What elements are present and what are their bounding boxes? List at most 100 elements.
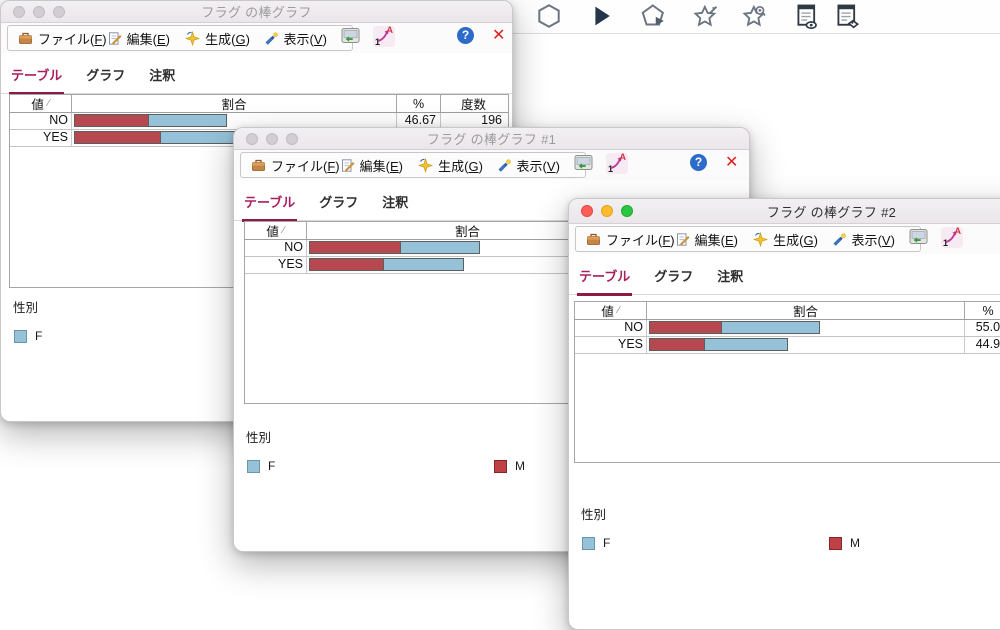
star-zoom-icon[interactable] [741, 2, 769, 30]
menu-view[interactable]: 表示(V) [264, 29, 342, 48]
bar-female-segment [721, 322, 819, 333]
help-icon[interactable]: ? [457, 27, 474, 44]
menu-group: ファイル(F) 編集(E) 生成(G) 表示(V) [7, 25, 353, 51]
pentagon-run-icon[interactable] [640, 2, 668, 30]
edit-icon [676, 232, 690, 246]
legend-m-label: M [850, 536, 860, 550]
menu-file[interactable]: ファイル(F) [586, 230, 675, 249]
zoom-light-icon[interactable] [286, 132, 298, 145]
window-title: フラグ の棒グラフ [201, 5, 312, 20]
table-header[interactable]: 値 ∕ 割合 % [575, 302, 1000, 320]
sort-indicator-icon: ∕ [282, 225, 285, 236]
titlebar[interactable]: フラグ の棒グラフ [1, 1, 512, 23]
stacked-bar [649, 338, 788, 351]
legend-m-swatch [494, 459, 507, 473]
close-light-icon[interactable] [13, 5, 25, 18]
minimize-light-icon[interactable] [33, 5, 45, 18]
sort-indicator-icon: ∕ [47, 98, 50, 109]
menu-view[interactable]: 表示(V) [832, 230, 910, 249]
legend-f-swatch [247, 459, 260, 473]
bar-male-segment [310, 259, 383, 270]
menu-file[interactable]: ファイル(F) [251, 156, 340, 175]
file-icon [19, 32, 32, 44]
legend-f-swatch [14, 329, 27, 343]
sort-indicator-icon: ∕ [617, 305, 620, 316]
menu-view[interactable]: 表示(V) [497, 156, 575, 175]
export-icon[interactable] [341, 26, 360, 45]
tab-annotation[interactable]: 注釈 [717, 269, 744, 284]
legend-f-label: F [268, 459, 276, 473]
menu-edit[interactable]: 編集(E) [340, 156, 418, 175]
tab-annotation[interactable]: 注釈 [149, 68, 176, 83]
document-tag-icon[interactable] [832, 2, 860, 30]
menubar: ファイル(F) 編集(E) 生成(G) 表示(V) 1 A ? ✕ [569, 224, 1000, 254]
legend: 性別 F M [246, 427, 737, 474]
zoom-light-icon[interactable] [621, 205, 633, 217]
tab-bar: テーブル グラフ 注釈 [569, 256, 1000, 296]
stacked-bar [309, 241, 480, 254]
help-icon[interactable]: ? [690, 154, 707, 171]
tab-graph[interactable]: グラフ [654, 269, 694, 284]
tab-bar: テーブル グラフ 注釈 [1, 55, 512, 95]
window-title: フラグ の棒グラフ #1 [426, 132, 557, 147]
window-title: フラグ の棒グラフ #2 [766, 204, 897, 220]
col-pct: % [397, 95, 441, 112]
stacked-bar [309, 258, 464, 271]
field-labels-icon[interactable]: 1 A [373, 25, 395, 47]
file-icon [252, 159, 265, 171]
hexagon-icon[interactable] [535, 2, 563, 30]
close-light-icon[interactable] [246, 132, 258, 145]
tab-table[interactable]: テーブル [9, 61, 65, 95]
close-light-icon[interactable] [581, 205, 593, 217]
legend-m-label: M [515, 459, 525, 473]
tab-bar: テーブル グラフ 注釈 [234, 182, 749, 222]
menu-generate[interactable]: 生成(G) [418, 156, 496, 175]
menubar: ファイル(F) 編集(E) 生成(G) 表示(V) 1 A ? ✕ [1, 23, 512, 53]
export-icon[interactable] [909, 227, 928, 246]
menu-group: ファイル(F) 編集(E) 生成(G) 表示(V) [575, 226, 921, 252]
legend-title: 性別 [13, 301, 39, 315]
field-labels-icon[interactable]: 1 A [606, 152, 628, 174]
traffic-lights[interactable] [13, 1, 65, 22]
close-icon[interactable]: ✕ [725, 154, 739, 171]
star-connector-icon[interactable] [692, 2, 720, 30]
document-preview-icon[interactable] [792, 2, 820, 30]
tab-graph[interactable]: グラフ [319, 195, 359, 210]
menu-generate[interactable]: 生成(G) [185, 29, 263, 48]
field-labels-icon[interactable]: 1 A [941, 226, 963, 248]
table-header[interactable]: 値∕ 割合 % 度数 [10, 95, 508, 113]
zoom-light-icon[interactable] [53, 5, 65, 18]
bar-female-segment [148, 115, 226, 126]
minimize-light-icon[interactable] [601, 205, 613, 217]
titlebar[interactable]: フラグ の棒グラフ #2 [569, 199, 1000, 224]
stacked-bar [74, 114, 227, 127]
menu-file[interactable]: ファイル(F) [18, 29, 107, 48]
col-value: 値 ∕ [245, 222, 307, 239]
close-icon[interactable]: ✕ [492, 27, 506, 44]
stacked-bar [649, 321, 820, 334]
file-icon [587, 233, 600, 245]
traffic-lights[interactable] [246, 128, 298, 149]
distribution-table[interactable]: 値∕ 割合 % NO 55.07 YES 44.93 [574, 301, 1000, 463]
table-row[interactable]: YES [245, 257, 739, 274]
run-play-icon[interactable] [587, 2, 615, 30]
minimize-light-icon[interactable] [266, 132, 278, 145]
tab-graph[interactable]: グラフ [86, 68, 126, 83]
tab-table[interactable]: テーブル [577, 262, 633, 296]
traffic-lights[interactable] [581, 199, 633, 223]
bar-female-segment [400, 242, 479, 253]
legend-title: 性別 [246, 431, 272, 445]
menu-edit[interactable]: 編集(E) [107, 29, 185, 48]
export-icon[interactable] [574, 153, 593, 172]
window-flag-bar-chart-2[interactable]: フラグ の棒グラフ #2 ファイル(F) 編集(E) 生成(G) 表示(V) 1 [568, 198, 1000, 630]
col-pct: % [982, 303, 994, 318]
col-ratio: 割合 [72, 95, 397, 112]
titlebar[interactable]: フラグ の棒グラフ #1 [234, 128, 749, 150]
tab-table[interactable]: テーブル [242, 188, 298, 222]
table-row[interactable]: YES 44.93 [575, 337, 1000, 354]
table-row[interactable]: NO 55.07 [575, 320, 1000, 337]
tab-annotation[interactable]: 注釈 [382, 195, 409, 210]
menu-generate[interactable]: 生成(G) [753, 230, 831, 249]
menu-edit[interactable]: 編集(E) [675, 230, 753, 249]
legend-f-label: F [603, 536, 611, 550]
